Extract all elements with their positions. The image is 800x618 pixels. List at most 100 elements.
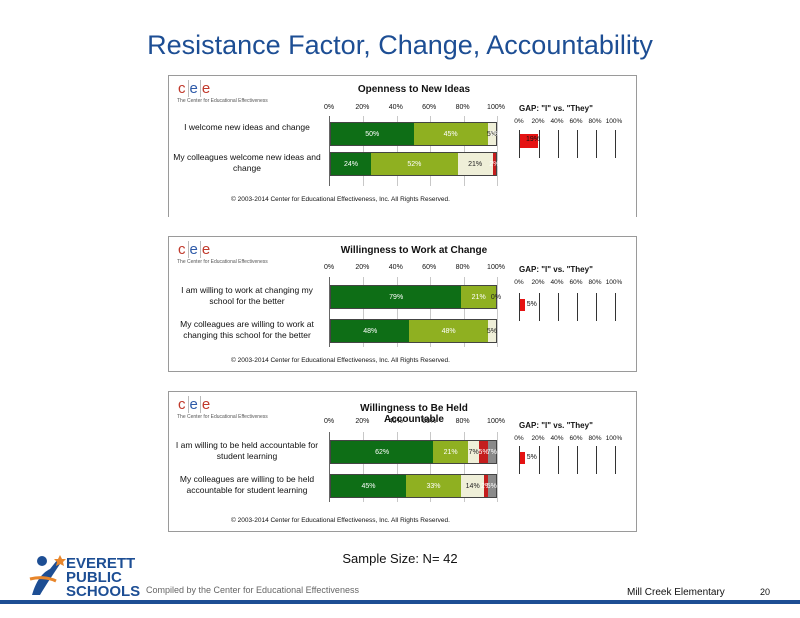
bar-data-label: 21% xyxy=(468,160,483,168)
gridline xyxy=(363,277,365,347)
gap-bar xyxy=(520,134,539,148)
cee-logo: c e e The Center for Educational Effectiven… xyxy=(177,80,268,104)
bar-data-label: 50% xyxy=(365,130,380,138)
row-label: My colleagues are willing to work at cha… xyxy=(180,319,314,340)
bar-data-label: 0% xyxy=(490,130,502,138)
bar-segment: 2% xyxy=(481,475,491,497)
bar-segment: 24% xyxy=(331,153,371,175)
x-tick-label: 20% xyxy=(355,264,370,271)
gap-tick-label: 80% xyxy=(588,435,602,442)
gap-gridline xyxy=(539,293,540,321)
x-tick-label: 40% xyxy=(388,104,403,111)
gap-tick-label: 0% xyxy=(514,279,524,286)
chart-title: Willingness to Work at Change xyxy=(340,245,488,256)
bar-data-label: 45% xyxy=(443,130,458,138)
district-line-2: PUBLIC xyxy=(66,569,122,586)
district-logo-icon xyxy=(28,553,68,602)
stacked-bar: 62% 21% 7% 5% 7% xyxy=(330,440,497,464)
cee-logo-letter: e xyxy=(187,396,199,413)
bar-segment: 48% xyxy=(409,320,488,342)
page-title: Resistance Factor, Change, Accountabilit… xyxy=(147,30,653,60)
gap-bar xyxy=(520,452,525,464)
bar-segment: 5% xyxy=(487,320,497,342)
row-label: My colleagues welcome new ideas and chan… xyxy=(173,152,321,173)
bar-plot-area: 62% 21% 7% 5% 7% 45% 33% 14% 2% 5% xyxy=(329,432,498,502)
copyright-text: © 2003-2014 Center for Educational Effec… xyxy=(231,357,450,364)
gap-tick-label: 40% xyxy=(550,279,564,286)
gridline xyxy=(463,277,465,347)
x-tick-label: 0% xyxy=(323,418,335,425)
gap-tick-label: 100% xyxy=(605,118,623,125)
gridline xyxy=(430,277,432,347)
bar-plot-area: 50% 45% 5% 0% 24% 52% 21% 2% xyxy=(329,116,501,186)
bar-data-label: 14% xyxy=(465,482,480,490)
gap-tick-label: 80% xyxy=(588,279,602,286)
x-tick-label: 100% xyxy=(487,264,505,271)
stacked-bar: 45% 33% 14% 2% 5% xyxy=(330,474,497,498)
gap-bar xyxy=(520,299,525,311)
row-label: My colleagues are willing to be held acc… xyxy=(179,474,315,495)
chart-panel: c e e The Center for Educational Effectiven… xyxy=(168,391,637,532)
gap-tick-label: 60% xyxy=(569,279,583,286)
gap-gridline xyxy=(596,293,597,321)
copyright-text: © 2003-2014 Center for Educational Effec… xyxy=(231,517,450,524)
cee-logo-subtitle: The Center for Educational Effectiveness xyxy=(177,414,268,420)
gridline xyxy=(430,116,432,186)
bar-segment: 62% xyxy=(331,441,434,463)
bar-data-label: 79% xyxy=(389,293,404,301)
bar-segment: 48% xyxy=(331,320,410,342)
x-tick-label: 60% xyxy=(422,418,437,425)
bar-segment: 33% xyxy=(406,475,461,497)
district-line-1: EVERETT xyxy=(66,555,136,572)
row-label: I welcome new ideas and change xyxy=(184,122,310,132)
bar-data-label: 5% xyxy=(486,482,497,490)
gridline xyxy=(463,432,465,502)
x-tick-label: 80% xyxy=(455,264,470,271)
district-line-3: SCHOOLS xyxy=(66,583,141,600)
gap-gridline xyxy=(558,446,559,474)
gap-plot-area: 19% xyxy=(519,130,616,158)
gap-gridline xyxy=(577,293,578,321)
gap-value-label: 5% xyxy=(526,301,537,308)
cee-logo-letter: c xyxy=(178,396,187,413)
bar-segment: 2% xyxy=(489,153,499,175)
bar-segment: 50% xyxy=(331,123,414,145)
gap-tick-label: 40% xyxy=(550,118,564,125)
bar-data-label: 21% xyxy=(443,448,458,456)
cee-logo-letter: e xyxy=(187,80,199,97)
copyright-text: © 2003-2014 Center for Educational Effec… xyxy=(231,196,450,203)
gap-chart-title: GAP: "I" vs. "They" xyxy=(519,421,593,430)
gap-gridline xyxy=(539,446,540,474)
x-tick-label: 0% xyxy=(323,264,335,271)
gridline xyxy=(396,116,398,186)
cee-logo-letter: e xyxy=(187,241,199,258)
gap-tick-label: 40% xyxy=(550,435,564,442)
gap-plot-area: 5% xyxy=(519,293,616,321)
bar-data-label: 48% xyxy=(441,327,456,335)
bar-data-label: 52% xyxy=(407,160,422,168)
gap-gridline xyxy=(596,130,597,158)
bar-data-label: 24% xyxy=(343,160,358,168)
gridline xyxy=(363,432,365,502)
cee-logo-letter: c xyxy=(178,241,187,258)
bar-segment: 79% xyxy=(331,286,462,308)
gap-tick-label: 100% xyxy=(605,435,623,442)
cee-logo-letter: e xyxy=(199,396,212,413)
x-tick-label: 0% xyxy=(323,104,335,111)
bar-segment: 5% xyxy=(487,123,497,145)
bar-data-label: 0% xyxy=(490,293,502,301)
gap-tick-label: 20% xyxy=(531,435,545,442)
gridline xyxy=(396,277,398,347)
bar-data-label: 7% xyxy=(468,448,479,456)
gap-gridline xyxy=(577,130,578,158)
bar-segment: 5% xyxy=(479,441,489,463)
bar-segment: 5% xyxy=(486,475,497,497)
gridline xyxy=(497,116,498,186)
cee-logo-letter: e xyxy=(199,80,212,97)
chart-title: Willingness to Be Held Accountable xyxy=(360,403,468,425)
cee-logo-letter: e xyxy=(199,241,212,258)
gap-gridline xyxy=(577,446,578,474)
gap-gridline xyxy=(596,446,597,474)
